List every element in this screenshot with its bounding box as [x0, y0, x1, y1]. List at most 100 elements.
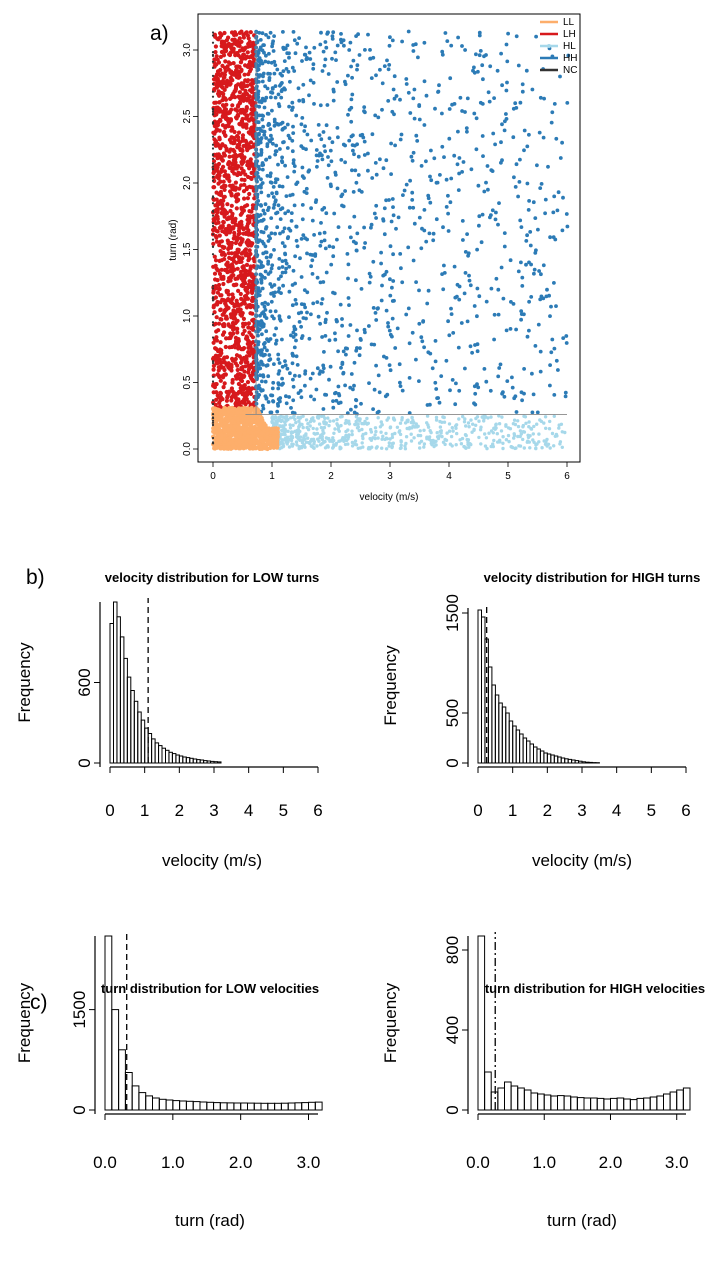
scatter-point-HH	[465, 232, 469, 237]
scatter-point-HL	[286, 429, 290, 433]
scatter-point-HH	[388, 244, 393, 249]
scatter-point-HH	[448, 388, 452, 393]
scatter-point-HH	[275, 67, 280, 72]
vel_high-bar	[508, 720, 514, 764]
scatter-point-HH	[324, 211, 329, 216]
scatter-point-HH	[378, 157, 382, 162]
scatter-point-HL	[521, 430, 526, 434]
scatter-point-NC	[211, 284, 215, 287]
scatter-point-HL	[465, 437, 469, 442]
turn_low-bar	[240, 1102, 248, 1111]
scatter-point-HH	[291, 131, 296, 136]
scatter-point-HH	[328, 364, 333, 369]
scatter-point-HH	[384, 198, 388, 203]
scatter-point-HH	[407, 205, 412, 210]
scatter-point-NC	[211, 421, 215, 424]
scatter-point-LH	[220, 78, 226, 84]
scatter-point-HH	[277, 369, 282, 373]
scatter-point-HL	[294, 420, 298, 425]
scatter-point-HH	[433, 380, 438, 385]
turn_low-bar	[131, 1085, 140, 1111]
scatter-point-HH	[300, 116, 305, 120]
scatter-point-HH	[459, 321, 464, 325]
scatter-point-LH	[234, 206, 239, 211]
scatter-point-HH	[273, 84, 278, 88]
scatter-point-HL	[332, 443, 336, 447]
scatter-point-HH	[538, 186, 543, 191]
scatter-point-HH	[400, 39, 404, 44]
scatter-point-HH	[362, 327, 367, 332]
scatter-point-HH	[481, 154, 485, 159]
scatter-point-LH	[241, 143, 246, 149]
scatter-point-HH	[312, 397, 317, 402]
scatter-point-HH	[431, 231, 436, 236]
scatter-point-HH	[310, 258, 315, 263]
scatter-point-HH	[262, 304, 267, 309]
scatter-point-LH	[226, 67, 231, 72]
scatter-point-HH	[263, 59, 268, 64]
scatter-point-HH	[346, 276, 350, 281]
scatter-point-HH	[285, 43, 290, 48]
scatter-x-tick-label: 1	[269, 471, 275, 482]
scatter-point-HH	[269, 133, 273, 138]
scatter-point-HH	[393, 346, 398, 350]
scatter-point-HH	[292, 169, 297, 174]
scatter-point-HL	[404, 435, 409, 439]
scatter-point-LH	[214, 228, 219, 233]
scatter-point-HH	[282, 244, 287, 249]
scatter-point-HH	[550, 337, 555, 342]
scatter-point-HH	[539, 272, 543, 277]
scatter-point-HH	[291, 268, 296, 273]
scatter-point-LH	[252, 196, 257, 201]
scatter-point-LH	[230, 93, 235, 98]
scatter-point-HH	[522, 367, 526, 371]
scatter-point-HL	[360, 441, 364, 445]
scatter-point-LH	[243, 172, 248, 177]
scatter-point-LH	[224, 146, 229, 151]
scatter-point-HH	[261, 124, 265, 129]
scatter-point-LL	[254, 437, 259, 442]
scatter-point-HL	[489, 429, 494, 433]
scatter-point-LL	[247, 444, 252, 450]
scatter-point-HH	[398, 380, 402, 385]
scatter-point-HH	[500, 391, 504, 396]
scatter-point-LH	[212, 137, 217, 142]
scatter-point-HH	[355, 63, 360, 68]
scatter-point-HH	[307, 93, 311, 98]
scatter-point-HH	[343, 143, 347, 148]
scatter-point-HH	[303, 369, 308, 373]
scatter-point-LH	[251, 40, 256, 46]
scatter-point-HH	[500, 83, 504, 88]
scatter-point-HH	[422, 345, 426, 350]
scatter-point-HL	[297, 424, 301, 429]
scatter-point-HL	[410, 416, 414, 420]
scatter-point-HH	[260, 167, 265, 172]
scatter-point-HH	[369, 76, 374, 80]
scatter-point-LH	[212, 100, 217, 105]
scatter-point-LH	[221, 53, 227, 58]
scatter-point-LH	[230, 125, 235, 130]
scatter-point-HH	[276, 357, 281, 362]
scatter-point-HL	[403, 421, 408, 425]
scatter-point-LH	[214, 105, 219, 110]
scatter-point-HH	[497, 201, 501, 206]
scatter-point-HH	[457, 284, 462, 289]
scatter-point-LH	[238, 107, 244, 113]
scatter-point-HH	[419, 335, 424, 340]
scatter-point-HH	[388, 368, 393, 373]
scatter-point-HH	[457, 156, 462, 160]
scatter-point-HH	[303, 371, 307, 376]
scatter-point-NC	[211, 196, 215, 199]
scatter-point-HH	[292, 203, 297, 208]
scatter-point-HH	[530, 87, 535, 92]
scatter-point-HH	[560, 228, 565, 233]
scatter-point-HL	[365, 416, 369, 421]
scatter-point-HH	[399, 132, 404, 137]
scatter-point-HL	[459, 442, 464, 446]
scatter-point-LH	[226, 60, 231, 65]
scatter-point-HH	[270, 41, 275, 46]
scatter-point-HL	[360, 421, 364, 426]
scatter-point-HL	[338, 445, 342, 449]
scatter-point-HL	[272, 422, 276, 426]
scatter-point-NC	[211, 90, 215, 93]
